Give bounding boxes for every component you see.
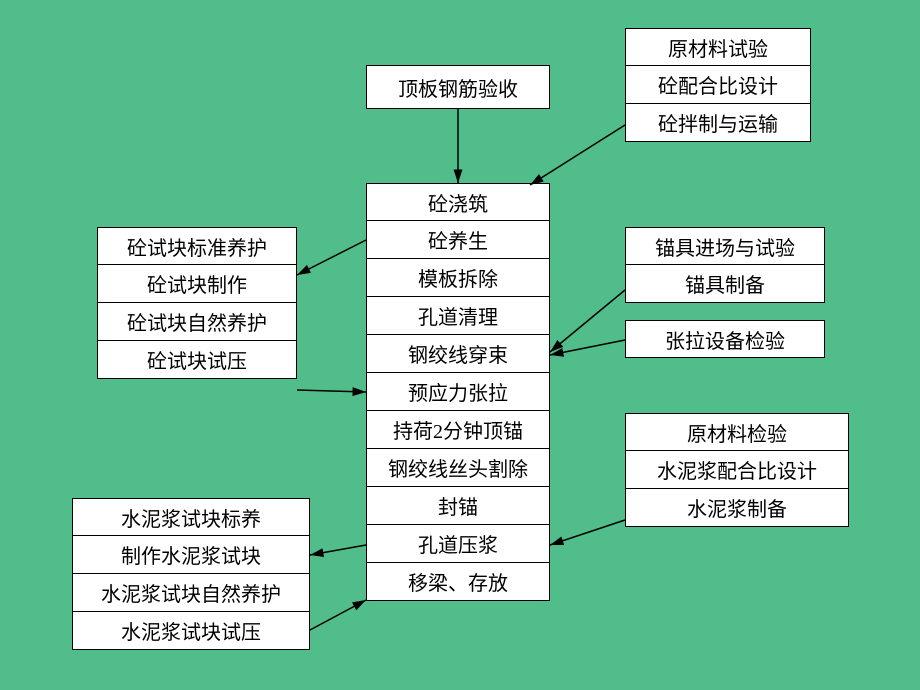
node-right_mid_b-0: 张拉设备检验 <box>625 320 825 358</box>
node-left_lower-0: 水泥浆试块标养 <box>72 498 310 536</box>
node-center_main-9: 孔道压浆 <box>366 525 550 563</box>
node-top_right-2: 砼拌制与运输 <box>625 104 811 142</box>
node-center_main-0: 砼浇筑 <box>366 183 550 221</box>
node-center_main-1: 砼养生 <box>366 221 550 259</box>
group-left_upper: 砼试块标准养护砼试块制作砼试块自然养护砼试块试压 <box>97 227 297 379</box>
node-left_upper-1: 砼试块制作 <box>97 265 297 303</box>
node-left_upper-0: 砼试块标准养护 <box>97 227 297 265</box>
node-left_lower-1: 制作水泥浆试块 <box>72 536 310 574</box>
node-right_lower-1: 水泥浆配合比设计 <box>625 451 849 489</box>
group-right_mid_b: 张拉设备检验 <box>625 320 825 358</box>
node-top_right-0: 原材料试验 <box>625 28 811 66</box>
group-top_right: 原材料试验砼配合比设计砼拌制与运输 <box>625 28 811 142</box>
node-left_upper-3: 砼试块试压 <box>97 341 297 379</box>
node-top_right-1: 砼配合比设计 <box>625 66 811 104</box>
node-right_mid_a-1: 锚具制备 <box>625 265 825 303</box>
node-center_main-7: 钢绞线丝头割除 <box>366 449 550 487</box>
group-right_lower: 原材料检验水泥浆配合比设计水泥浆制备 <box>625 413 849 527</box>
node-right_lower-0: 原材料检验 <box>625 413 849 451</box>
node-center_main-3: 孔道清理 <box>366 297 550 335</box>
node-left_upper-2: 砼试块自然养护 <box>97 303 297 341</box>
node-center_main-2: 模板拆除 <box>366 259 550 297</box>
group-right_mid_a: 锚具进场与试验锚具制备 <box>625 227 825 303</box>
group-top_single: 顶板钢筋验收 <box>366 65 550 109</box>
node-center_main-6: 持荷2分钟顶锚 <box>366 411 550 449</box>
node-center_main-10: 移梁、存放 <box>366 563 550 601</box>
group-center_main: 砼浇筑砼养生模板拆除孔道清理钢绞线穿束预应力张拉持荷2分钟顶锚钢绞线丝头割除封锚… <box>366 183 550 601</box>
node-center_main-4: 钢绞线穿束 <box>366 335 550 373</box>
node-right_mid_a-0: 锚具进场与试验 <box>625 227 825 265</box>
group-left_lower: 水泥浆试块标养制作水泥浆试块水泥浆试块自然养护水泥浆试块试压 <box>72 498 310 650</box>
node-top_single-0: 顶板钢筋验收 <box>366 65 550 109</box>
node-left_lower-3: 水泥浆试块试压 <box>72 612 310 650</box>
node-left_lower-2: 水泥浆试块自然养护 <box>72 574 310 612</box>
node-center_main-8: 封锚 <box>366 487 550 525</box>
node-right_lower-2: 水泥浆制备 <box>625 489 849 527</box>
node-center_main-5: 预应力张拉 <box>366 373 550 411</box>
